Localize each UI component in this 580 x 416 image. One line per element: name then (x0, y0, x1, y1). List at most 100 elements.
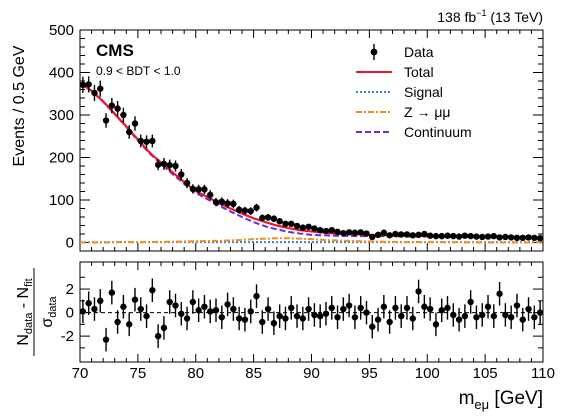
pull-point (444, 304, 451, 312)
pull-points (79, 278, 544, 352)
x-tick-label: 85 (245, 365, 262, 382)
data-point (293, 222, 301, 230)
data-point (311, 225, 318, 232)
pull-point (305, 305, 312, 313)
data-point (235, 206, 243, 213)
data-point (247, 207, 254, 215)
pull-point (426, 305, 434, 313)
legend-label: Data (404, 44, 434, 60)
data-point (212, 198, 220, 206)
pull-point (432, 321, 440, 328)
data-point (450, 232, 457, 240)
data-point (455, 233, 463, 240)
pull-point (253, 292, 260, 300)
pull-point (502, 311, 509, 319)
data-point (241, 207, 249, 214)
pull-point (230, 305, 237, 313)
data-point (172, 162, 179, 170)
legend-label: Total (404, 64, 434, 80)
pull-point (299, 315, 307, 322)
data-point (426, 232, 434, 239)
pull-point (473, 314, 480, 321)
pull-point (212, 307, 220, 314)
pull-point (490, 312, 498, 320)
data-point (114, 105, 121, 112)
x-tick-label: 105 (473, 365, 498, 382)
data-point (253, 204, 260, 211)
pull-point (276, 312, 283, 320)
pull-point (293, 312, 301, 320)
legend-entry: Data (370, 44, 434, 60)
y-tick-label-bottom: -2 (61, 328, 74, 345)
data-point (195, 186, 202, 193)
pull-point (241, 316, 249, 323)
x-tick-label: 110 (531, 365, 555, 382)
data-point (224, 200, 231, 207)
pull-point (369, 323, 376, 330)
data-point (97, 85, 104, 92)
bottom-plot-frame (79, 261, 544, 363)
data-point (305, 223, 312, 230)
pull-point (288, 304, 295, 312)
data-point (525, 234, 532, 241)
pull-point (380, 303, 388, 310)
pull-point (467, 298, 474, 306)
data-point (166, 161, 173, 169)
experiment-label: CMS (96, 41, 134, 60)
data-point (178, 171, 185, 178)
data-point (502, 233, 509, 241)
pull-point (270, 319, 278, 327)
data-point (137, 137, 144, 145)
data-point (340, 229, 347, 237)
pull-point (97, 297, 104, 305)
pull-point (259, 318, 266, 326)
legend-entry: Continuum (356, 124, 472, 140)
y-tick-label-top: 300 (49, 107, 74, 124)
top-axis-ticks: 0 100 200 300 400 500 (49, 22, 544, 252)
pull-point (461, 312, 469, 320)
y-tick-label-top: 0 (66, 235, 74, 252)
legend-entry: Total (356, 64, 434, 80)
data-point (519, 234, 526, 242)
pull-point (345, 302, 353, 309)
data-point (386, 232, 393, 239)
pull-point (322, 310, 330, 317)
data-point (230, 200, 237, 208)
data-point (345, 229, 353, 236)
data-point (154, 161, 162, 168)
data-point (403, 231, 411, 238)
data-point (334, 228, 341, 236)
data-point (531, 234, 538, 242)
y-tick-label-bottom: 0 (66, 305, 74, 322)
pull-point (201, 303, 208, 310)
data-point (201, 186, 208, 193)
data-point (432, 232, 440, 240)
pull-point (496, 290, 503, 297)
data-point (299, 224, 307, 231)
data-point (125, 128, 133, 136)
pull-point (536, 309, 544, 316)
data-point (264, 214, 272, 221)
luminosity-label: 138 fb−1 (13 TeV) (437, 8, 543, 25)
data-point (131, 120, 139, 127)
pull-point (91, 305, 98, 313)
data-point (270, 215, 278, 222)
pull-point (363, 309, 370, 316)
pull-point (79, 308, 87, 315)
total-curve (79, 82, 544, 239)
data-point (102, 117, 110, 124)
pull-point (507, 314, 515, 321)
pull-point (166, 298, 173, 306)
data-point (218, 198, 225, 205)
legend-marker (370, 48, 378, 56)
data-point (392, 230, 399, 238)
x-axis-label: meμ [GeV] (459, 388, 543, 412)
y-tick-label-top: 400 (49, 65, 74, 82)
pull-point (172, 302, 179, 309)
legend-entry: Z → μμ (356, 104, 450, 120)
x-tick-label: 95 (361, 365, 378, 382)
pull-point (513, 302, 521, 309)
pull-point (154, 332, 162, 340)
data-points (79, 76, 544, 242)
pull-point (264, 305, 272, 313)
